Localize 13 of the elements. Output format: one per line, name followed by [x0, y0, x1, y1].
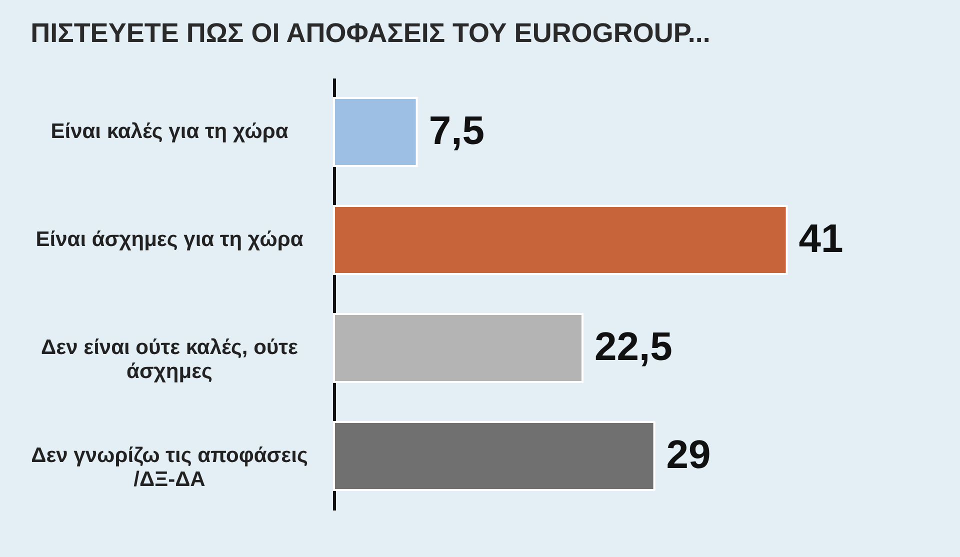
bar [333, 313, 584, 383]
bar [333, 205, 788, 275]
data-label: 41 [798, 217, 844, 261]
y-tick-label: Είναι καλές για τη χώρα [50, 120, 288, 143]
data-label: 7,5 [428, 109, 484, 153]
data-label: 22,5 [594, 325, 672, 369]
y-tick-label: Δεν γνωρίζω τις αποφάσεις /ΔΞ-ΔΑ [31, 444, 308, 491]
chart-title: ΠΙΣΤΕΥΕΤΕ ΠΩΣ ΟΙ ΑΠΟΦΑΣΕΙΣ ΤΟΥ EUROGROUP... [30, 18, 710, 48]
bar [333, 97, 418, 167]
bar [333, 421, 656, 491]
y-tick-label: Είναι άσχημες για τη χώρα [36, 228, 304, 251]
y-tick-label: Δεν είναι ούτε καλές, ούτε άσχημες [41, 336, 298, 383]
data-label: 29 [666, 433, 711, 477]
